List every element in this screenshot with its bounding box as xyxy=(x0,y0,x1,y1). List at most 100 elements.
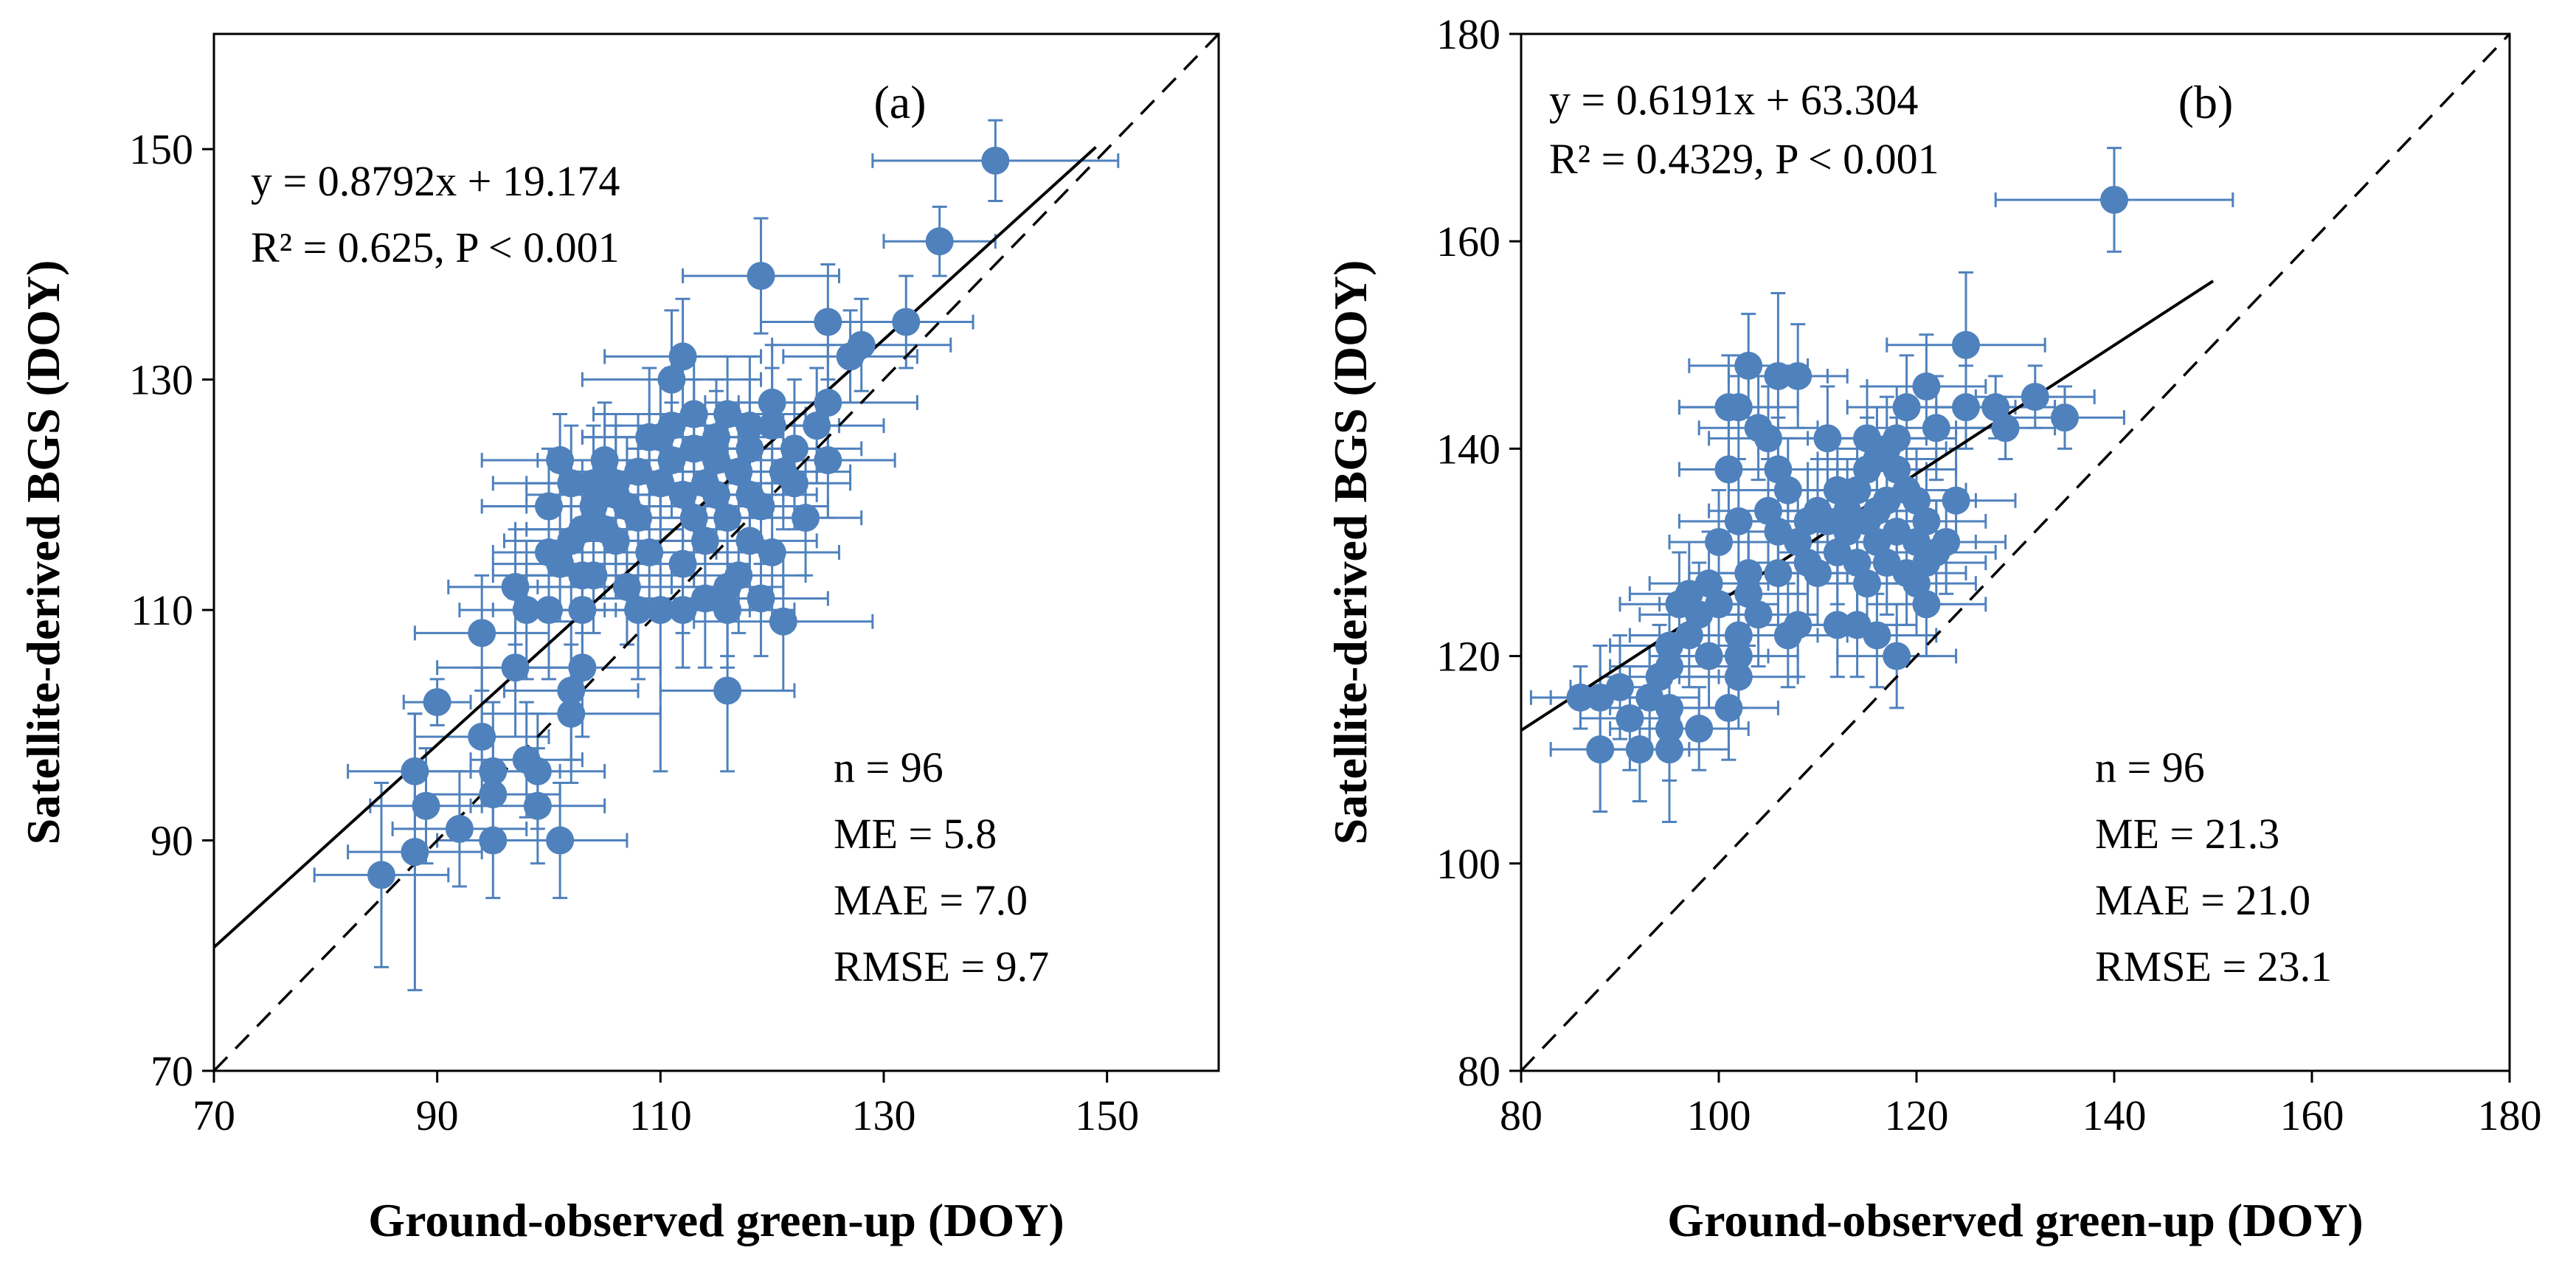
panel-b-equation: y = 0.6191x + 63.304 xyxy=(1549,76,1918,124)
panel-a-data-point xyxy=(590,446,619,475)
panel-b-data-point xyxy=(1902,486,1931,515)
panel-a-data-point xyxy=(601,527,630,555)
panel-a-equation: y = 0.8792x + 19.174 xyxy=(251,157,620,205)
panel-b-data-point xyxy=(1883,455,1911,484)
panel-a-data-point xyxy=(468,619,496,648)
panel-a-x-tick-label: 90 xyxy=(416,1091,459,1139)
panel-b-data-point xyxy=(2100,185,2128,214)
panel-a-data-point xyxy=(713,676,742,705)
panel-a-x-axis-label: Ground-observed green-up (DOY) xyxy=(368,1194,1064,1246)
panel-a-data-point xyxy=(713,400,742,428)
panel-a-y-tick-label: 110 xyxy=(131,586,193,634)
panel-a-data-point xyxy=(401,757,429,785)
panel-b-data-point xyxy=(2051,403,2079,432)
panel-a-data-point xyxy=(624,596,653,625)
panel-b-data-point xyxy=(1784,527,1812,556)
panel-a-data-point xyxy=(758,412,786,440)
panel-b-data-point xyxy=(1764,559,1793,588)
panel-a-data-point xyxy=(612,572,641,601)
panel-b-data-point xyxy=(1773,621,1802,650)
panel-a-x-tick-label: 70 xyxy=(193,1091,235,1139)
panel-a-data-point xyxy=(769,457,797,486)
panel-b-data-point xyxy=(1892,393,1921,422)
panel-b-data-point xyxy=(1645,662,1674,691)
panel-a-data-point xyxy=(814,388,842,417)
panel-b-data-point xyxy=(1823,611,1852,639)
panel-b-data-point xyxy=(1942,486,1970,515)
panel-b-y-tick-label: 180 xyxy=(1436,10,1500,58)
panel-a-stat-n: n = 96 xyxy=(834,743,944,791)
panel-b-data-point xyxy=(1823,476,1852,504)
panel-a-data-point xyxy=(579,561,608,590)
panel-b-data-point xyxy=(1952,330,1980,359)
panel-a-data-point xyxy=(646,469,675,498)
panel-b-frame xyxy=(1520,32,2511,1072)
panel-b-data-point xyxy=(1793,507,1822,535)
panel-b-data-point xyxy=(1883,642,1911,670)
panel-a-data-point xyxy=(523,791,552,820)
panel-a-data-point xyxy=(780,434,809,463)
panel-a-data-point xyxy=(479,826,508,855)
panel-a-y-axis-label: Satellite-derived BGS (DOY) xyxy=(17,260,69,845)
panel-a-data-point xyxy=(713,596,742,625)
panel-b-data-point xyxy=(1912,590,1941,619)
panel-a-data-point xyxy=(735,434,764,463)
panel-b-data-point xyxy=(1734,351,1763,380)
panel-b-plot-layer xyxy=(1521,34,2510,1071)
panel-b-data-point xyxy=(1981,393,2010,422)
panel-b-data-point xyxy=(1902,569,1931,598)
panel-b-y-tick-label: 120 xyxy=(1436,633,1500,681)
panel-a-data-point xyxy=(401,838,429,867)
panel-b-label: (b) xyxy=(2178,76,2234,128)
panel-a-data-point xyxy=(657,412,686,440)
panel-a-r2: R² = 0.625, P < 0.001 xyxy=(251,223,620,271)
panel-a-data-point xyxy=(546,826,575,855)
panel-b-plot-area xyxy=(1521,34,2510,1071)
panel-a-x-tick-label: 130 xyxy=(852,1091,916,1139)
panel-a-data-point xyxy=(535,596,563,625)
panel-a-one-to-one-line xyxy=(214,34,1219,1071)
panel-b-x-axis-label: Ground-observed green-up (DOY) xyxy=(1667,1194,2363,1246)
panel-b-data-point xyxy=(1912,549,1941,577)
panel-a-data-point xyxy=(412,791,440,820)
panel-b-data-point xyxy=(1991,414,2020,442)
panel-b-y-axis-label: Satellite-derived BGS (DOY) xyxy=(1324,260,1377,845)
panel-a-y-tick-label: 90 xyxy=(150,817,193,865)
panel-a-data-point xyxy=(601,469,630,498)
panel-a-data-point xyxy=(512,596,541,625)
panel-b-data-point xyxy=(1705,527,1733,556)
panel-b-data-point xyxy=(1754,496,1782,525)
panel-a-data-point xyxy=(657,365,686,394)
panel-a-data-point xyxy=(523,757,552,785)
panel-a-data-point xyxy=(479,757,508,785)
panel-a-data-point xyxy=(747,262,775,291)
panel-b-data-point xyxy=(1952,393,1980,422)
panel-b-data-point xyxy=(1843,476,1872,504)
panel-a-data-point xyxy=(735,412,764,440)
panel-b-data-point xyxy=(1724,507,1753,535)
panel-b-data-point xyxy=(1586,735,1615,764)
panel-b-x-tick-label: 140 xyxy=(2082,1091,2147,1139)
panel-a-data-point xyxy=(501,653,530,682)
panel-a-data-point xyxy=(445,814,474,843)
panel-a-data-point xyxy=(568,596,597,625)
panel-b-data-point xyxy=(1912,372,1941,401)
panel-b-ticks: 80 100 120 140 160 180 80 100 120 140 160 180 xyxy=(1436,10,2542,1139)
panel-b-data-point xyxy=(1754,424,1782,453)
panel-a-x-tick-label: 150 xyxy=(1075,1091,1139,1139)
panel-a-plot-area xyxy=(214,34,1219,1071)
panel-b-data-point xyxy=(1566,683,1595,712)
panel-b-data-point xyxy=(1616,704,1644,732)
panel-b: 80 100 120 140 160 180 80 100 120 140 160 180 (b) y… xyxy=(1324,10,2542,1246)
panel-a-data-point xyxy=(479,780,508,809)
panel-b-data-point xyxy=(1853,455,1881,484)
panel-a-data-point xyxy=(367,861,395,889)
panel-b-data-point xyxy=(1714,393,1743,422)
panel-a-x-tick-label: 110 xyxy=(629,1091,692,1139)
panel-a-data-point xyxy=(668,549,697,578)
panel-a-data-point xyxy=(925,227,954,256)
panel-a-data-point xyxy=(702,423,730,451)
panel-a-data-point xyxy=(423,688,451,717)
panel-b-data-point xyxy=(1912,507,1941,535)
